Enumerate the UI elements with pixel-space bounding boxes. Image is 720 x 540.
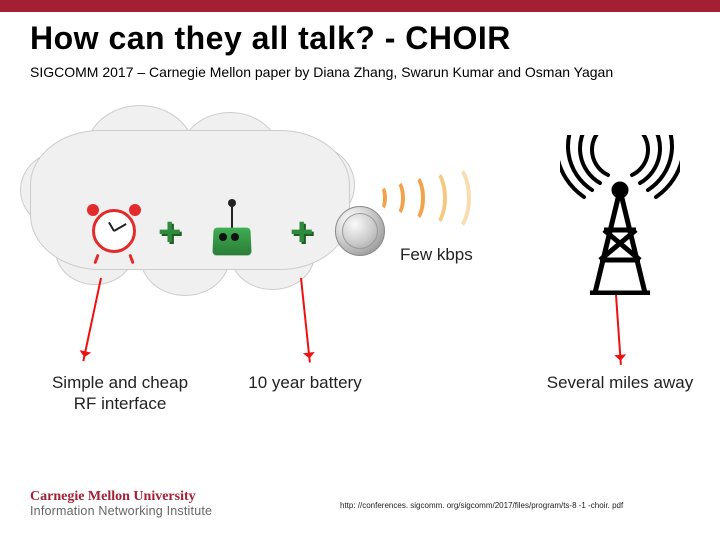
plus-icon: + [290,210,313,255]
coin-cell-icon [335,206,385,256]
callout-arrow [82,278,102,362]
callout-text: Simple and cheap RF interface [40,372,200,415]
radio-module-icon [205,205,260,260]
cloud-group: + + [30,130,350,270]
callout-arrow [615,295,622,365]
alarm-clock-icon [85,202,143,260]
callout-text: Several miles away [545,372,695,393]
signal-label: Few kbps [400,245,473,265]
cell-tower-icon [560,135,680,295]
slide-subtitle: SIGCOMM 2017 – Carnegie Mellon paper by … [0,63,720,96]
slide-title: How can they all talk? - CHOIR [0,12,720,63]
university-name: Carnegie Mellon University [30,490,212,505]
callout-arrow [300,278,311,363]
footer-logo: Carnegie Mellon University Information N… [30,490,212,518]
institute-name: Information Networking Institute [30,505,212,518]
accent-bar [0,0,720,12]
source-url: http: //conferences. sigcomm. org/sigcom… [340,501,623,510]
plus-icon: + [158,210,181,255]
callout-text: 10 year battery [230,372,380,393]
diagram-area: + + Few kbps [0,100,720,400]
